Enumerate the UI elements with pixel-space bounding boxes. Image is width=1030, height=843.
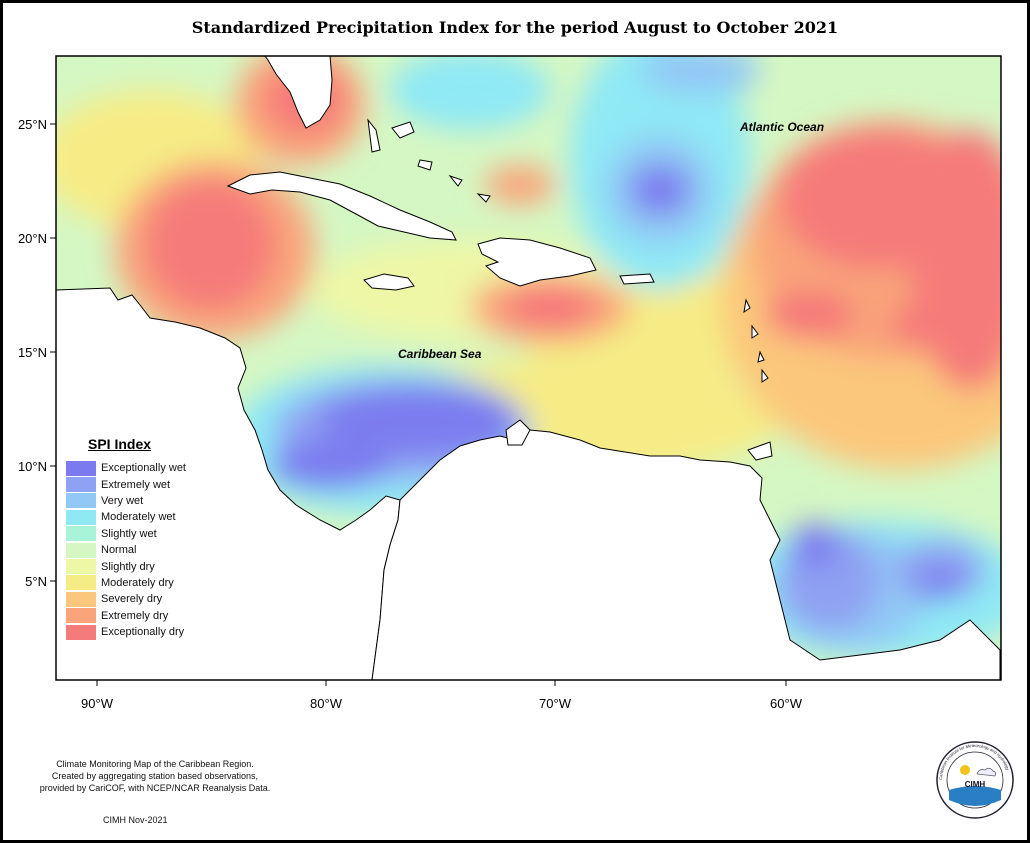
legend-label: Extremely wet: [101, 478, 171, 491]
lat-tick-label: 5°N: [25, 574, 47, 589]
atlantic-ocean-label: Atlantic Ocean: [739, 120, 824, 134]
land-hispaniola: [477, 237, 597, 287]
land-jamaica: [363, 273, 415, 291]
sun-icon: [960, 765, 970, 775]
footnote-line: Created by aggregating station based obs…: [51, 771, 259, 781]
lon-tick-label: 90°W: [81, 696, 114, 711]
legend-item: Extremely wet: [60, 476, 190, 493]
land-cuba: [226, 171, 457, 241]
legend-label: Slightly wet: [101, 527, 157, 540]
map-title: Standardized Precipitation Index for the…: [191, 18, 839, 37]
lat-tick-label: 20°N: [18, 231, 47, 246]
lat-axis: 25°N 20°N 15°N 10°N 5°N: [18, 117, 56, 589]
legend-swatch: [66, 624, 96, 640]
legend-swatch: [66, 493, 96, 509]
legend-item: Moderately wet: [60, 509, 190, 525]
legend-swatch: [66, 509, 96, 525]
legend-item: Very wet: [60, 493, 190, 509]
legend-label: Slightly dry: [101, 560, 155, 573]
legend-swatch: [66, 526, 96, 542]
legend-item: Slightly wet: [60, 526, 190, 542]
lon-tick-label: 70°W: [539, 696, 572, 711]
cloud-icon: [976, 767, 997, 777]
land-puerto-rico: [619, 273, 655, 285]
footnote-line: provided by CariCOF, with NCEP/NCAR Rean…: [39, 783, 271, 793]
legend-item: Normal: [60, 542, 190, 558]
legend-label: Moderately dry: [101, 576, 174, 589]
footnote: Climate Monitoring Map of the Caribbean …: [20, 758, 290, 794]
spi-field: [56, 56, 1001, 680]
legend-item: Extremely dry: [60, 608, 190, 624]
legend-swatch: [66, 591, 96, 607]
lon-tick-label: 60°W: [770, 696, 803, 711]
legend-label: Normal: [101, 544, 137, 557]
legend-label: Severely dry: [101, 593, 163, 606]
legend-item: Moderately dry: [60, 575, 190, 591]
land-masses: [56, 56, 1001, 680]
legend-item: Severely dry: [60, 591, 190, 607]
cimh-logo: CIMH Caribbean Institute for Meteorology…: [936, 741, 1014, 819]
land-florida: [264, 56, 333, 129]
spi-legend: SPI Index Exceptionally wet Extremely we…: [60, 436, 190, 640]
legend-title: SPI Index: [88, 436, 152, 452]
caribbean-sea-label: Caribbean Sea: [398, 347, 482, 361]
lat-tick-label: 10°N: [18, 459, 47, 474]
map-border: [55, 55, 1002, 681]
legend-item: Slightly dry: [60, 558, 190, 575]
legend-swatch: [66, 575, 96, 591]
legend-label: Exceptionally wet: [101, 462, 186, 475]
legend-label: Very wet: [101, 494, 144, 507]
lon-axis: 90°W 80°W 70°W 60°W: [81, 680, 803, 711]
footnote-line: Climate Monitoring Map of the Caribbean …: [56, 759, 254, 769]
lat-tick-label: 15°N: [18, 345, 47, 360]
legend-label: Extremely dry: [101, 609, 169, 622]
legend-item: Exceptionally wet: [60, 460, 190, 476]
legend-swatch: [66, 542, 96, 558]
legend-swatch: [66, 559, 96, 575]
legend-swatch: [66, 477, 96, 493]
legend-swatch: [66, 608, 96, 624]
lat-tick-label: 25°N: [18, 117, 47, 132]
logo-text: CIMH: [965, 780, 986, 789]
date-stamp: CIMH Nov-2021: [103, 815, 168, 825]
legend-swatch: [66, 460, 96, 476]
lon-tick-label: 80°W: [310, 696, 343, 711]
legend-items: Exceptionally wet Extremely wet Very wet…: [60, 460, 190, 640]
legend-label: Exceptionally dry: [101, 626, 185, 639]
legend-item: Exceptionally dry: [60, 624, 190, 640]
legend-label: Moderately wet: [101, 511, 176, 524]
